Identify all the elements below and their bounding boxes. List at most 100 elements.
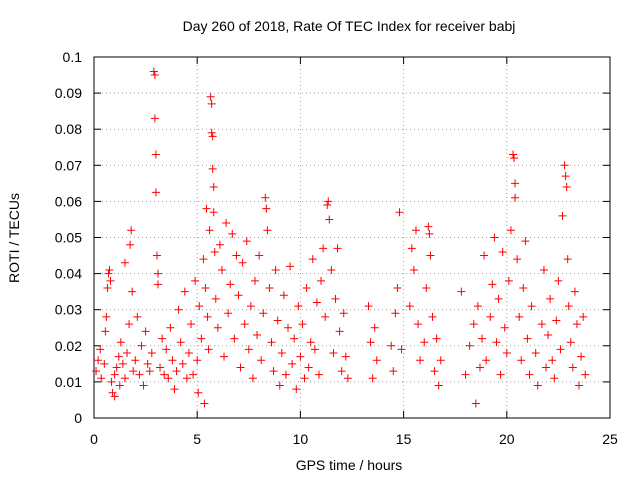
- data-point: [151, 188, 160, 197]
- data-point: [317, 276, 326, 285]
- data-point: [250, 276, 259, 285]
- data-point: [96, 345, 105, 354]
- data-point: [391, 309, 400, 318]
- data-point: [191, 276, 200, 285]
- data-point: [502, 349, 511, 358]
- data-point: [209, 208, 218, 217]
- data-point: [255, 251, 264, 260]
- data-point: [150, 114, 159, 123]
- data-point: [519, 284, 528, 293]
- data-point: [558, 211, 567, 220]
- data-point: [531, 349, 540, 358]
- data-point: [517, 356, 526, 365]
- data-point: [306, 338, 315, 347]
- x-axis-label: GPS time / hours: [296, 457, 403, 473]
- data-point: [153, 280, 162, 289]
- data-point: [504, 276, 513, 285]
- data-point: [232, 251, 241, 260]
- data-point: [127, 226, 136, 235]
- data-point: [510, 154, 519, 163]
- data-point: [201, 284, 210, 293]
- data-point: [554, 276, 563, 285]
- data-point: [368, 374, 377, 383]
- data-point: [220, 352, 229, 361]
- data-point: [428, 312, 437, 321]
- data-point: [488, 280, 497, 289]
- data-point: [473, 302, 482, 311]
- data-point: [537, 320, 546, 329]
- data-point: [411, 226, 420, 235]
- data-point: [457, 287, 466, 296]
- data-point: [575, 381, 584, 390]
- data-point: [465, 341, 474, 350]
- data-point: [471, 399, 480, 408]
- data-point: [515, 312, 524, 321]
- x-tick-label: 0: [90, 431, 98, 447]
- data-point: [187, 320, 196, 329]
- data-point: [248, 374, 257, 383]
- data-point: [425, 229, 434, 238]
- data-point: [153, 269, 162, 278]
- data-point: [546, 294, 555, 303]
- data-point: [339, 309, 348, 318]
- data-point: [172, 367, 181, 376]
- data-point: [482, 356, 491, 365]
- data-point: [150, 71, 159, 80]
- data-point: [208, 164, 217, 173]
- data-point: [324, 197, 333, 206]
- data-point: [430, 367, 439, 376]
- data-point: [533, 381, 542, 390]
- data-point: [288, 359, 297, 368]
- data-point: [577, 352, 586, 361]
- data-point: [147, 349, 156, 358]
- data-point: [325, 215, 334, 224]
- data-point: [333, 244, 342, 253]
- data-point: [230, 334, 239, 343]
- data-point: [527, 302, 536, 311]
- data-point: [206, 92, 215, 101]
- data-point: [461, 370, 470, 379]
- data-point: [262, 204, 271, 213]
- data-point: [581, 370, 590, 379]
- data-point: [494, 294, 503, 303]
- data-point: [321, 312, 330, 321]
- data-point: [118, 359, 127, 368]
- data-point: [222, 219, 231, 228]
- data-point: [275, 381, 284, 390]
- data-point: [395, 208, 404, 217]
- data-point: [143, 359, 152, 368]
- data-point: [210, 247, 219, 256]
- data-point: [498, 247, 507, 256]
- data-point: [294, 302, 303, 311]
- data-point: [259, 309, 268, 318]
- data-point: [370, 323, 379, 332]
- data-point: [566, 338, 575, 347]
- data-point: [94, 356, 103, 365]
- data-point: [189, 370, 198, 379]
- data-point: [129, 367, 138, 376]
- data-point: [329, 349, 338, 358]
- data-point: [170, 385, 179, 394]
- data-point: [202, 204, 211, 213]
- data-point: [319, 244, 328, 253]
- data-point: [420, 338, 429, 347]
- x-tick-label: 5: [193, 431, 201, 447]
- data-point: [511, 179, 520, 188]
- data-point: [407, 244, 416, 253]
- axes: 0 5 10 15 20 25 0 0.01 0.02 0.03 0.04 0.05 0.06 0.07 0…: [55, 49, 618, 447]
- data-point: [525, 370, 534, 379]
- y-axis-label: ROTI / TECUs: [6, 193, 22, 283]
- data-point: [253, 330, 262, 339]
- data-point: [240, 320, 249, 329]
- data-point: [496, 370, 505, 379]
- data-point: [562, 182, 571, 191]
- y-tick-label: 0: [74, 410, 82, 426]
- data-point: [550, 374, 559, 383]
- data-point: [486, 312, 495, 321]
- data-point: [149, 67, 158, 76]
- data-point: [314, 370, 323, 379]
- data-point: [539, 265, 548, 274]
- data-point: [478, 334, 487, 343]
